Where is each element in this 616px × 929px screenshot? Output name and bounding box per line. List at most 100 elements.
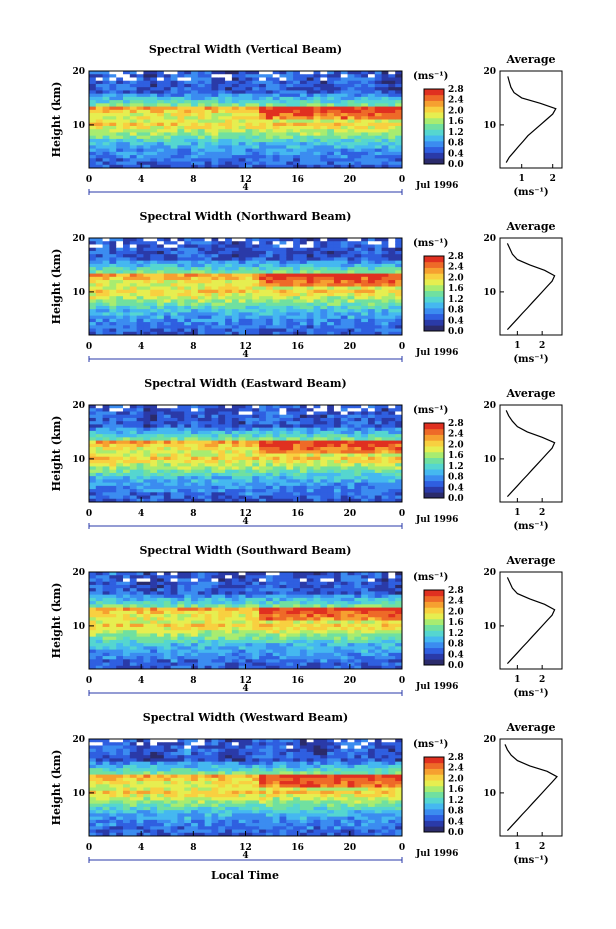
heatmap-cell [347, 116, 355, 120]
heatmap-cell [272, 430, 280, 435]
heatmap-cell [191, 656, 199, 660]
heatmap-cell [89, 325, 97, 329]
heatmap-cell [163, 109, 172, 114]
heatmap-cell [286, 495, 294, 500]
heatmap-cell [129, 414, 138, 419]
heatmap-cell [184, 472, 192, 477]
heatmap-cell [102, 659, 110, 663]
heatmap-cell [231, 479, 240, 483]
heatmap-cell [225, 453, 233, 458]
heatmap-cell [150, 601, 158, 605]
heatmap-cell [109, 495, 117, 500]
heatmap-cell [89, 283, 97, 287]
heatmap-cell [157, 296, 165, 300]
heatmap-cell [306, 447, 314, 451]
heatmap-cell [374, 302, 382, 307]
heatmap-cell [89, 434, 97, 438]
heatmap-cell [306, 299, 314, 304]
heatmap-cell [333, 250, 342, 255]
heatmap-cell [157, 643, 165, 647]
heatmap-cell [231, 93, 240, 98]
heatmap-cell [143, 292, 151, 297]
heatmap-cell [102, 325, 110, 329]
heatmap-cell [395, 417, 403, 422]
heatmap-cell [129, 572, 138, 576]
heatmap-cell [177, 151, 185, 156]
heatmap-cell [143, 427, 151, 432]
heatmap-cell [116, 575, 124, 579]
heatmap-cell [123, 292, 131, 297]
heatmap-cell [109, 138, 117, 143]
heatmap-cell [272, 325, 280, 329]
heatmap-cell [163, 476, 172, 480]
heatmap-cell [340, 424, 348, 429]
heatmap-cell [197, 267, 206, 271]
heatmap-cell [279, 135, 287, 140]
heatmap-cell [123, 93, 131, 98]
heatmap-cell [211, 430, 219, 435]
heatmap-cell [211, 164, 219, 169]
heatmap-cell [225, 421, 233, 425]
heatmap-cell [177, 639, 185, 644]
heatmap-cell [184, 257, 192, 262]
average-title: Average [505, 220, 555, 233]
heatmap-cell [163, 74, 172, 78]
heatmap-cell [191, 241, 199, 245]
heatmap-cell [157, 283, 165, 287]
heatmap-cell [123, 665, 131, 670]
heatmap-cell [95, 247, 103, 252]
heatmap-cell [109, 430, 117, 435]
heatmap-cell [211, 639, 219, 644]
heatmap-cell [157, 103, 165, 107]
heatmap-cell [123, 132, 131, 137]
heatmap-cell [293, 309, 301, 313]
heatmap-cell [211, 145, 219, 149]
heatmap-cell [95, 83, 103, 88]
heatmap-cell [245, 273, 253, 278]
heatmap-cell [286, 463, 294, 467]
heatmap-cell [184, 263, 192, 268]
heatmap-cell [265, 151, 274, 156]
heatmap-cell [150, 492, 158, 496]
heatmap-cell [293, 109, 301, 114]
heatmap-cell [252, 417, 260, 422]
heatmap-cell [313, 276, 321, 281]
heatmap-cell [191, 273, 199, 278]
heatmap-cell [129, 119, 138, 124]
heatmap-cell [259, 77, 267, 82]
heatmap-cell [197, 119, 206, 124]
heatmap-cell [245, 257, 253, 262]
heatmap-cell [150, 122, 158, 127]
x-tick-label: 8 [190, 509, 196, 519]
heatmap-cell [367, 443, 376, 448]
heatmap-cell [238, 453, 246, 458]
heatmap-cell [361, 77, 369, 82]
heatmap-cell [170, 119, 178, 124]
heatmap-cell [306, 437, 314, 441]
heatmap-cell [150, 578, 158, 583]
heatmap-cell [95, 257, 103, 262]
heatmap-cell [157, 318, 165, 323]
heatmap-cell [313, 83, 321, 88]
heatmap-cell [218, 74, 226, 78]
heatmap-cell [129, 417, 138, 422]
heatmap-cell [218, 424, 226, 429]
heatmap-cell [367, 77, 376, 82]
heatmap-cell [102, 305, 110, 310]
heatmap-cell [163, 610, 172, 615]
heatmap-cell [204, 71, 212, 75]
heatmap-cell [333, 129, 342, 133]
heatmap-cell [286, 411, 294, 416]
heatmap-cell [123, 440, 131, 445]
heatmap-cell [272, 459, 280, 464]
heatmap-cell [116, 296, 124, 300]
heatmap-cell [306, 87, 314, 91]
heatmap-cell [231, 77, 240, 82]
heatmap-cell [218, 643, 226, 647]
heatmap-cell [388, 74, 396, 78]
heatmap-cell [265, 456, 274, 461]
colorbar-tick-label: 0.8 [448, 139, 464, 149]
heatmap-cell [320, 273, 328, 278]
heatmap-cell [211, 283, 219, 287]
heatmap-cell [238, 244, 246, 249]
